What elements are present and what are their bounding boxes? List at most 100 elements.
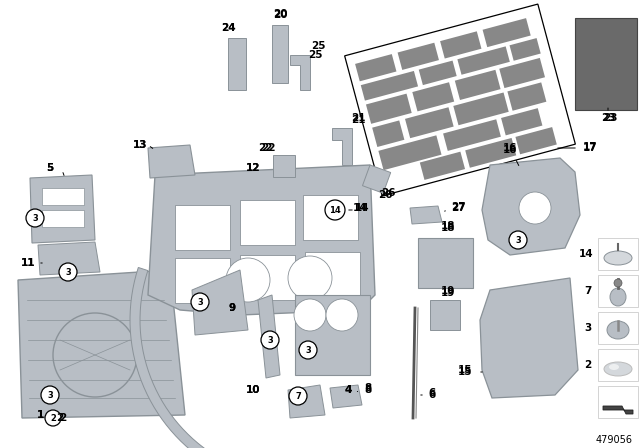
Text: 17: 17 <box>582 143 597 153</box>
Text: 22: 22 <box>258 143 272 153</box>
Polygon shape <box>18 270 185 418</box>
Circle shape <box>299 341 317 359</box>
Text: 16: 16 <box>503 143 517 153</box>
Ellipse shape <box>604 251 632 265</box>
Polygon shape <box>330 385 362 408</box>
Bar <box>453 92 509 125</box>
Text: 2: 2 <box>584 360 591 370</box>
Bar <box>372 121 404 147</box>
Bar <box>175 258 230 303</box>
Text: 22: 22 <box>260 143 275 153</box>
Text: 25: 25 <box>308 50 323 60</box>
Bar <box>501 108 543 135</box>
Bar <box>508 82 547 111</box>
Circle shape <box>226 258 270 302</box>
Text: 14: 14 <box>579 249 593 259</box>
Text: 24: 24 <box>221 23 236 33</box>
Polygon shape <box>38 242 100 275</box>
Bar <box>273 155 295 177</box>
Text: 2: 2 <box>60 413 67 423</box>
Ellipse shape <box>604 362 632 376</box>
Bar <box>378 135 442 170</box>
Polygon shape <box>288 385 325 418</box>
Text: 6: 6 <box>428 390 436 400</box>
Text: 19: 19 <box>441 286 455 296</box>
Text: 25: 25 <box>311 41 325 51</box>
Bar <box>345 4 575 196</box>
Circle shape <box>41 386 59 404</box>
Text: 3: 3 <box>515 236 521 245</box>
Text: 27: 27 <box>451 203 465 213</box>
Circle shape <box>288 256 332 300</box>
Text: 14: 14 <box>355 203 369 213</box>
Bar <box>361 71 418 101</box>
Bar <box>175 205 230 250</box>
Polygon shape <box>192 270 248 335</box>
Text: 7: 7 <box>295 392 301 401</box>
Polygon shape <box>482 158 580 255</box>
Text: 5: 5 <box>46 163 54 173</box>
Circle shape <box>45 410 61 426</box>
Bar <box>412 82 454 112</box>
Polygon shape <box>30 175 95 243</box>
Text: 23: 23 <box>603 113 617 123</box>
Bar <box>418 238 473 288</box>
Circle shape <box>26 209 44 227</box>
Text: 21: 21 <box>351 115 365 125</box>
Ellipse shape <box>609 364 619 370</box>
Circle shape <box>326 299 358 331</box>
Polygon shape <box>258 295 280 378</box>
Polygon shape <box>148 145 195 178</box>
Text: 4: 4 <box>344 385 352 395</box>
Text: 19: 19 <box>441 288 455 298</box>
Circle shape <box>261 331 279 349</box>
Text: 11: 11 <box>20 258 35 268</box>
Bar <box>272 25 288 83</box>
Text: 9: 9 <box>228 303 236 313</box>
Bar <box>440 31 481 59</box>
Circle shape <box>519 192 551 224</box>
Text: 23: 23 <box>601 113 615 123</box>
Circle shape <box>191 293 209 311</box>
Text: 3: 3 <box>584 323 591 333</box>
Text: 18: 18 <box>441 223 455 233</box>
Text: 20: 20 <box>273 9 287 19</box>
Text: 12: 12 <box>246 163 260 173</box>
Text: 27: 27 <box>451 202 465 212</box>
Text: 2: 2 <box>50 414 56 422</box>
Bar <box>305 252 360 297</box>
Polygon shape <box>332 128 352 165</box>
Text: 3: 3 <box>197 297 203 306</box>
Text: 3: 3 <box>32 214 38 223</box>
Bar <box>443 119 501 151</box>
Text: 26: 26 <box>378 190 392 200</box>
Bar <box>228 38 246 90</box>
Text: 3: 3 <box>47 391 53 400</box>
Circle shape <box>614 279 622 287</box>
Text: 9: 9 <box>228 303 236 313</box>
Bar <box>42 188 84 205</box>
Text: 13: 13 <box>132 140 147 150</box>
Bar <box>458 46 510 75</box>
Polygon shape <box>603 406 633 414</box>
Bar <box>419 60 457 85</box>
Text: 13: 13 <box>132 140 147 150</box>
Text: 15: 15 <box>458 367 472 377</box>
Bar <box>420 152 465 180</box>
Text: 20: 20 <box>273 10 287 20</box>
Text: 8: 8 <box>364 385 372 395</box>
Circle shape <box>509 231 527 249</box>
Bar <box>598 386 638 418</box>
Circle shape <box>289 387 307 405</box>
Text: 3: 3 <box>267 336 273 345</box>
Bar <box>598 312 638 344</box>
Text: 1: 1 <box>36 410 44 420</box>
Text: 18: 18 <box>441 221 455 231</box>
Polygon shape <box>290 55 310 90</box>
Text: 14: 14 <box>329 206 341 215</box>
Bar <box>455 70 500 100</box>
Bar <box>240 255 295 300</box>
Text: 24: 24 <box>221 23 236 33</box>
Bar <box>362 165 390 193</box>
Bar <box>598 275 638 307</box>
